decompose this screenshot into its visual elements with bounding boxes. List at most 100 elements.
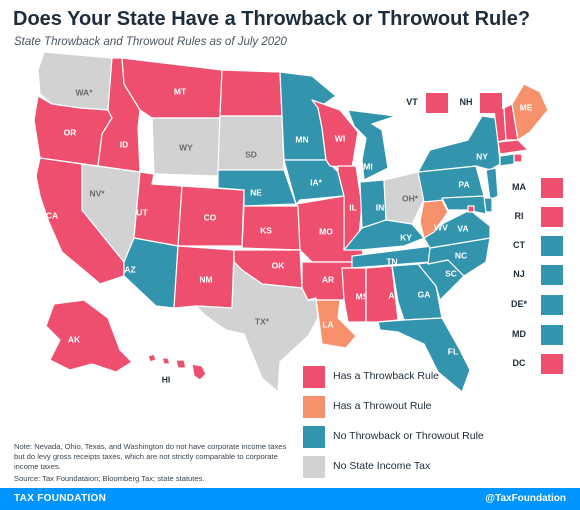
state-ut: UT (133, 171, 183, 247)
state-ct (499, 153, 515, 167)
state-label-nc: NC (455, 250, 467, 260)
legend-swatch (303, 456, 325, 478)
state-label-tn: TN (386, 256, 397, 266)
callout-de: DE* (500, 295, 570, 317)
state-dc (467, 205, 475, 213)
state-label-ks: KS (260, 225, 272, 235)
callout-label: DE* (510, 299, 527, 309)
state-tx: TX* (195, 261, 319, 393)
footer-brand[interactable]: TAX FOUNDATION (14, 493, 107, 504)
state-nm: NM (173, 245, 235, 309)
state-label-fl: FL (448, 346, 458, 356)
callout-ct: CT (500, 236, 570, 258)
state-shape-dc (467, 205, 475, 213)
legend-label: No Throwback or Throwout Rule (333, 430, 484, 442)
state-label-mi: MI (363, 161, 372, 171)
state-ri (513, 153, 523, 163)
callout-ri: RI (500, 207, 570, 229)
state-label-va: VA (457, 223, 468, 233)
state-label-oh: OH* (402, 193, 419, 203)
state-label-ky: KY (400, 232, 412, 242)
state-shape-ct (499, 153, 515, 167)
page-subtitle: State Throwback and Throwout Rules as of… (14, 36, 287, 48)
state-shape-ak (45, 299, 133, 373)
state-la: LA (307, 297, 357, 349)
callout-vt: VT (400, 93, 452, 115)
state-label-sd: SD (245, 149, 257, 159)
state-label-or: OR (64, 127, 77, 137)
legend-label: Has a Throwout Rule (333, 400, 432, 412)
state-label-ak: AK (68, 334, 81, 344)
callout-swatch (541, 354, 563, 374)
footer-bar: TAX FOUNDATION @TaxFoundation (0, 488, 580, 510)
state-shape-fl (377, 317, 471, 393)
state-va: VA (423, 209, 491, 249)
state-ny: NY (417, 115, 501, 173)
state-shape-ky (343, 219, 425, 251)
footer-handle[interactable]: @TaxFoundation (485, 493, 566, 504)
callout-label: NH (459, 97, 473, 107)
legend-label: Has a Throwback Rule (333, 370, 440, 382)
legend-neither: No Throwback or Throwout Rule (303, 426, 493, 452)
callout-dc: DC (500, 354, 570, 376)
state-label-ut: UT (136, 207, 148, 217)
state-shape-la (307, 297, 357, 349)
state-shape-hi-island (147, 353, 157, 363)
state-label-co: CO (204, 212, 217, 222)
state-ma (497, 139, 529, 155)
state-label-az: AZ (124, 264, 135, 274)
state-label-wv: WV (434, 222, 448, 232)
state-label-mt: MT (174, 86, 187, 96)
state-shape-ny (417, 115, 501, 173)
callout-label: NJ (513, 269, 525, 279)
callout-nh: NH (454, 93, 506, 115)
state-ks: KS (241, 205, 301, 251)
callout-swatch (541, 265, 563, 285)
state-ky: KY (343, 219, 425, 251)
state-shape-nd (219, 69, 283, 117)
state-label-ca: CA (46, 210, 58, 220)
state-oh: OH* (383, 171, 425, 225)
state-co: CO (177, 185, 245, 247)
state-label-ny: NY (476, 151, 488, 161)
state-shape-sd (217, 115, 285, 171)
state-sd: SD (217, 115, 285, 171)
state-md (441, 195, 487, 215)
state-label-hi: HI (162, 374, 171, 384)
legend-no-tax: No State Income Tax (303, 456, 493, 482)
state-shape-oh (383, 171, 425, 225)
state-nd: ND (219, 69, 283, 123)
state-label-wy: WY (179, 142, 193, 152)
state-label-tx: TX* (255, 316, 270, 326)
state-shape-ma (497, 139, 529, 155)
callout-label: CT (513, 240, 525, 250)
state-shape-tx (195, 261, 319, 393)
state-nj (485, 167, 499, 201)
legend-swatch (303, 426, 325, 448)
state-shape-hi-island (175, 359, 187, 369)
callout-md: MD (500, 325, 570, 347)
state-mi: MI (347, 109, 397, 181)
legend-throwout: Has a Throwout Rule (303, 396, 493, 422)
legend-label: No State Income Tax (333, 460, 431, 472)
page-title: Does Your State Have a Throwback or Thro… (13, 8, 531, 30)
state-label-wi: WI (335, 133, 345, 143)
callout-swatch (426, 93, 448, 113)
state-wy: WY (151, 117, 221, 177)
callout-label: MD (512, 329, 526, 339)
state-label-il: IL (349, 202, 357, 212)
callout-label: VT (406, 97, 418, 107)
state-shape-nj (485, 167, 499, 201)
callout-swatch (541, 207, 563, 227)
source-note: Source: Tax Foundataion; Bloomberg Tax; … (14, 474, 205, 483)
state-label-ne: NE (250, 187, 262, 197)
callout-swatch (480, 93, 502, 113)
state-label-ia: IA* (310, 177, 323, 187)
legend-swatch (303, 396, 325, 418)
state-label-id: ID (120, 139, 129, 149)
state-label-nm: NM (199, 274, 212, 284)
state-label-mn: MN (295, 134, 308, 144)
state-ms: MS (341, 267, 369, 323)
callout-label: MA (512, 182, 526, 192)
